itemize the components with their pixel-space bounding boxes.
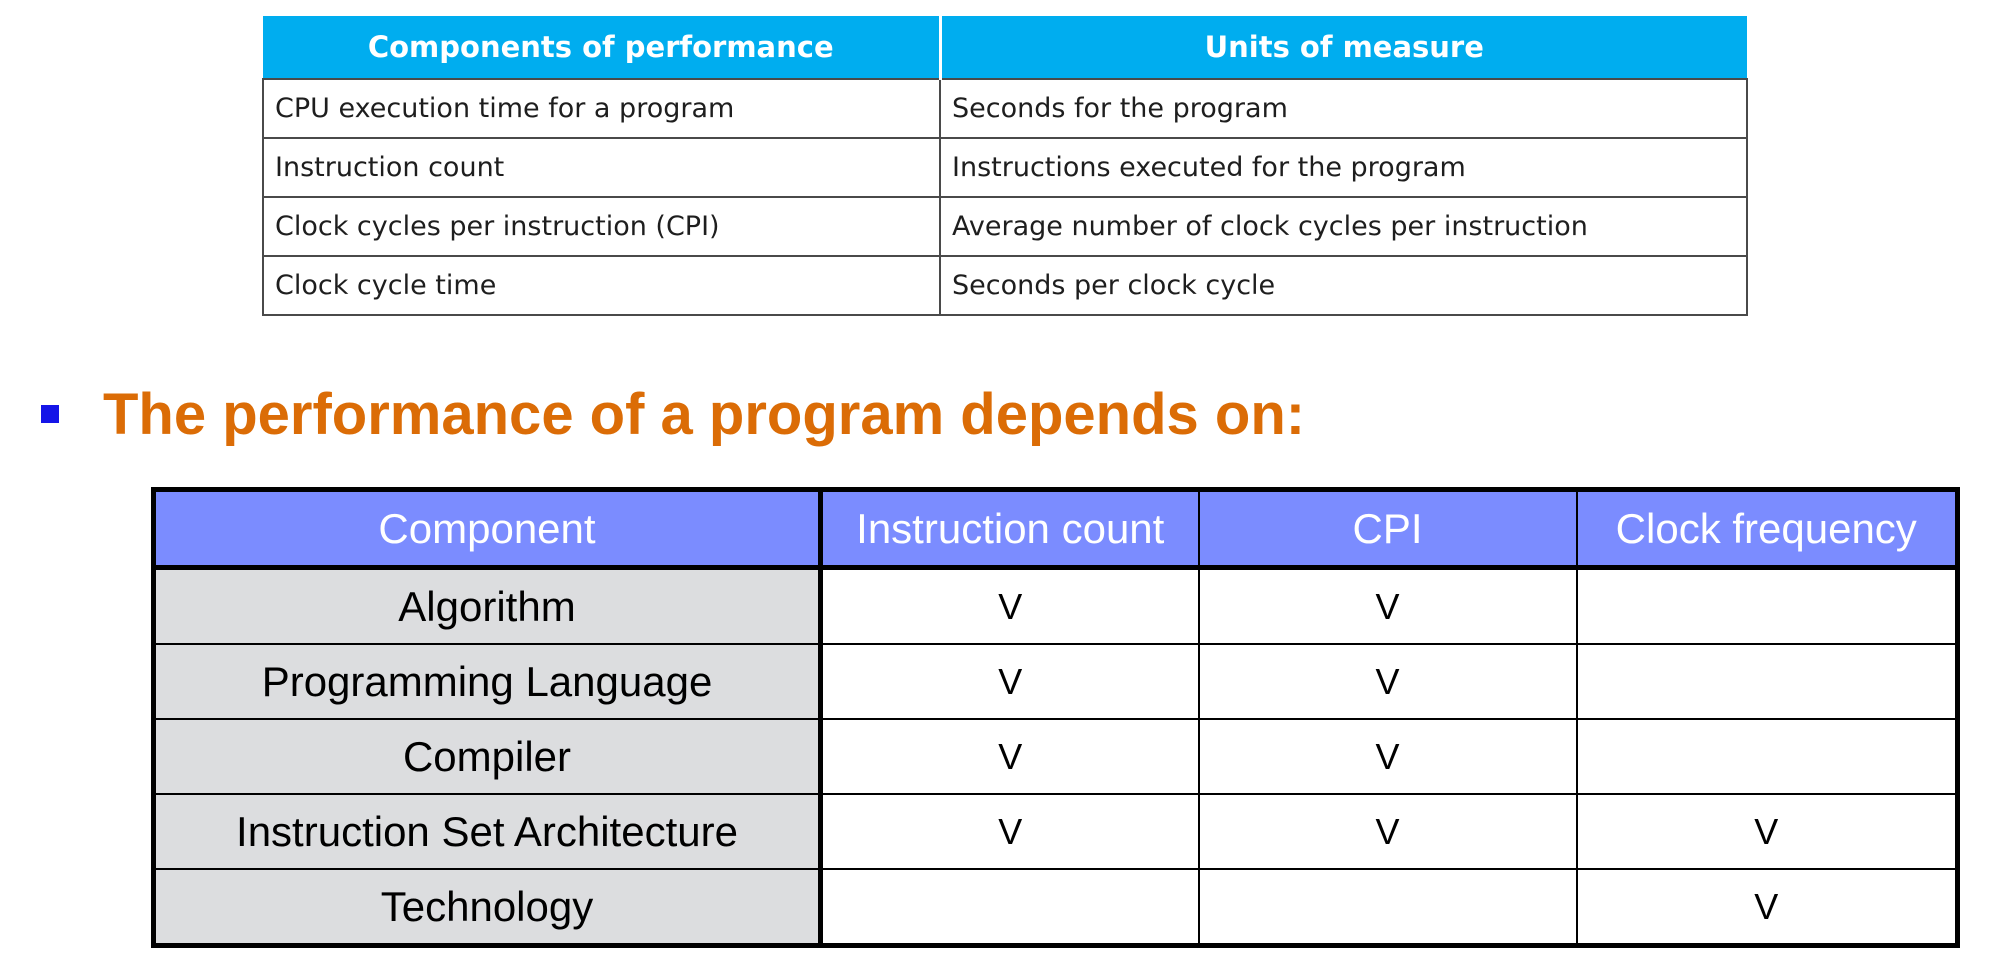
check-mark-cell (1575, 566, 1959, 645)
row-label: Technology (153, 868, 823, 947)
check-mark-cell: V (819, 793, 1200, 870)
check-mark-cell: V (1197, 793, 1578, 870)
table-cell: Seconds for the program (939, 78, 1748, 139)
table-cell: Instruction count (262, 137, 941, 198)
check-mark-cell: V (1575, 868, 1959, 947)
column-header: Instruction count (819, 489, 1199, 570)
check-mark-cell: V (1575, 793, 1959, 870)
row-label: Instruction Set Architecture (153, 793, 823, 870)
check-mark-cell: V (819, 718, 1200, 795)
table-cell: Instructions executed for the program (939, 137, 1748, 198)
row-label: Compiler (153, 718, 823, 795)
table-header-row: Component Instruction count CPI Clock fr… (153, 489, 1958, 570)
column-header: Units of measure (938, 16, 1747, 79)
table-row: Instruction count Instructions executed … (262, 137, 1748, 198)
row-label: Programming Language (153, 643, 823, 720)
table-row: Clock cycle time Seconds per clock cycle (262, 255, 1748, 316)
table-row: Algorithm V V (153, 566, 1959, 645)
table-row: Programming Language V V (153, 643, 1959, 720)
section-heading: The performance of a program depends on: (103, 382, 1306, 447)
performance-units-table: Components of performance Units of measu… (262, 16, 1748, 316)
table-row: Compiler V V (153, 718, 1959, 795)
check-mark-cell (1575, 643, 1959, 720)
check-mark-cell: V (1197, 718, 1578, 795)
table-row: CPU execution time for a program Seconds… (262, 78, 1748, 139)
row-label: Algorithm (153, 566, 823, 645)
check-mark-cell: V (1197, 566, 1578, 645)
table-row: Instruction Set Architecture V V V (153, 793, 1959, 870)
check-mark-cell (1575, 718, 1959, 795)
column-header: Clock frequency (1575, 489, 1958, 570)
check-mark-cell (819, 868, 1200, 947)
check-mark-cell: V (1197, 643, 1578, 720)
table-row: Clock cycles per instruction (CPI) Avera… (262, 196, 1748, 257)
check-mark-cell: V (819, 643, 1200, 720)
table-cell: Seconds per clock cycle (939, 255, 1748, 316)
table-cell: Average number of clock cycles per instr… (939, 196, 1748, 257)
check-mark-cell (1197, 868, 1578, 947)
column-header: Components of performance (263, 16, 940, 79)
column-header: CPI (1197, 489, 1577, 570)
check-mark-cell: V (819, 566, 1200, 645)
bullet-square-icon (41, 405, 59, 423)
table-cell: CPU execution time for a program (262, 78, 941, 139)
table-header-row: Components of performance Units of measu… (263, 16, 1747, 79)
table-cell: Clock cycle time (262, 255, 941, 316)
performance-factors-table: Component Instruction count CPI Clock fr… (151, 487, 1960, 948)
column-header: Component (153, 489, 823, 570)
table-row: Technology V (153, 868, 1959, 947)
table-cell: Clock cycles per instruction (CPI) (262, 196, 941, 257)
